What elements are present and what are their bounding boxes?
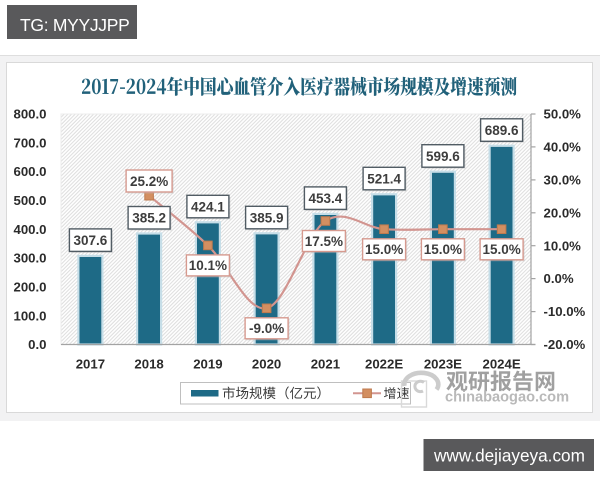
svg-text:689.6: 689.6	[485, 123, 519, 138]
svg-text:385.9: 385.9	[250, 210, 284, 225]
svg-text:800.0: 800.0	[13, 107, 46, 122]
svg-text:-9.0%: -9.0%	[249, 321, 284, 336]
svg-text:-10.0%: -10.0%	[544, 304, 586, 319]
svg-text:2017: 2017	[76, 357, 105, 372]
svg-text:40.0%: 40.0%	[544, 140, 582, 155]
svg-text:100.0: 100.0	[13, 308, 46, 323]
svg-text:200.0: 200.0	[13, 280, 46, 295]
svg-text:385.2: 385.2	[132, 211, 166, 226]
svg-text:2021: 2021	[311, 357, 340, 372]
svg-text:10.1%: 10.1%	[189, 258, 227, 273]
svg-text:2020: 2020	[252, 357, 281, 372]
svg-text:30.0%: 30.0%	[544, 173, 582, 188]
svg-text:453.4: 453.4	[309, 191, 343, 206]
svg-text:0.0%: 0.0%	[544, 271, 574, 286]
svg-text:25.2%: 25.2%	[130, 174, 168, 189]
svg-text:600.0: 600.0	[13, 164, 46, 179]
svg-text:424.1: 424.1	[191, 199, 225, 214]
svg-text:700.0: 700.0	[13, 135, 46, 150]
svg-text:300.0: 300.0	[13, 251, 46, 266]
svg-text:0.0: 0.0	[28, 337, 46, 352]
svg-text:20.0%: 20.0%	[544, 205, 582, 220]
svg-text:15.0%: 15.0%	[424, 242, 462, 257]
svg-text:15.0%: 15.0%	[365, 242, 403, 257]
svg-text:chinabaogao.com: chinabaogao.com	[445, 389, 569, 405]
svg-text:50.0%: 50.0%	[544, 107, 582, 122]
svg-text:2022E: 2022E	[365, 357, 403, 372]
svg-text:17.5%: 17.5%	[305, 234, 343, 249]
svg-text:2024E: 2024E	[483, 357, 521, 372]
svg-text:10.0%: 10.0%	[544, 238, 582, 253]
svg-text:-20.0%: -20.0%	[544, 337, 586, 352]
svg-text:TG: MYYJJPP: TG: MYYJJPP	[20, 15, 130, 35]
svg-text:15.0%: 15.0%	[482, 242, 520, 257]
svg-text:521.4: 521.4	[367, 171, 401, 186]
svg-text:400.0: 400.0	[13, 222, 46, 237]
svg-text:307.6: 307.6	[74, 233, 108, 248]
svg-text:2023E: 2023E	[424, 357, 462, 372]
svg-text:2018: 2018	[134, 357, 163, 372]
svg-text:599.6: 599.6	[426, 149, 460, 164]
svg-text:www.dejiayeya.com: www.dejiayeya.com	[433, 446, 585, 466]
svg-text:500.0: 500.0	[13, 193, 46, 208]
svg-text:2019: 2019	[193, 357, 222, 372]
